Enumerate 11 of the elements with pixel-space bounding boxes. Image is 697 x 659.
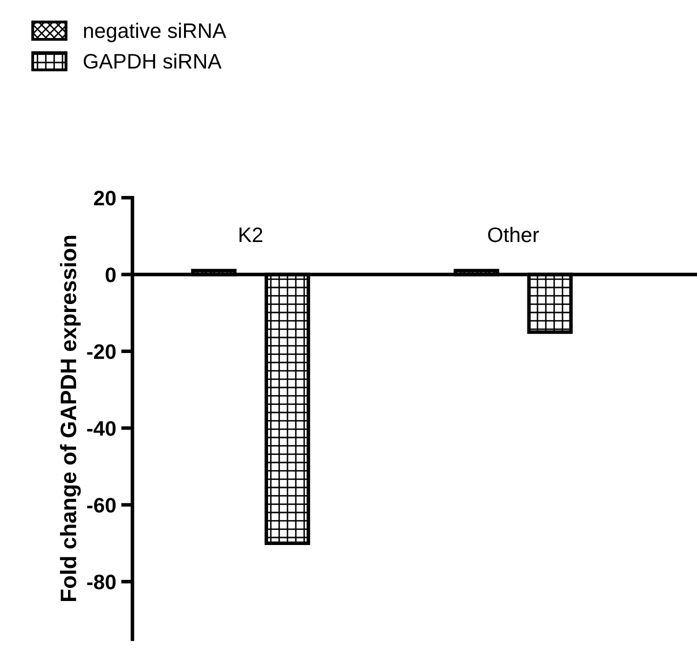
- y-tick-label: 20: [94, 190, 116, 206]
- y-tick-label: -40: [87, 421, 116, 436]
- y-tick-label: -20: [87, 344, 116, 360]
- legend-label: GAPDH siRNA: [84, 53, 222, 69]
- y-axis-title: Fold change of GAPDH expression: [60, 236, 81, 601]
- y-tick-label: -60: [87, 498, 116, 513]
- y-tick-label: -80: [87, 574, 116, 590]
- x-tick-label: Other: [488, 226, 539, 242]
- y-tick-label: 0: [106, 267, 116, 282]
- x-tick-label: K2: [240, 227, 262, 242]
- legend-label: negative siRNA: [84, 22, 226, 42]
